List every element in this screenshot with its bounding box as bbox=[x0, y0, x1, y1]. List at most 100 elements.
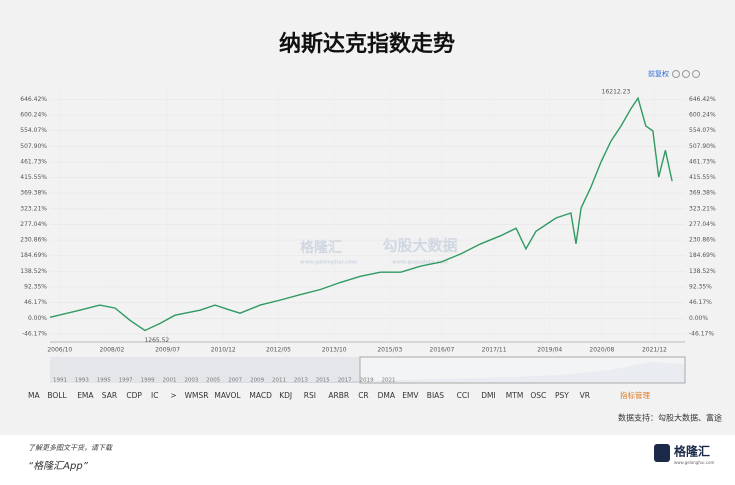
zoom-button[interactable] bbox=[692, 70, 700, 78]
indicator-tab[interactable]: > bbox=[170, 391, 176, 400]
watermark: www.gelonghui.com bbox=[300, 260, 357, 266]
navigator-selection[interactable] bbox=[359, 356, 686, 384]
footer-background bbox=[0, 435, 735, 485]
navigator-year: 2013 bbox=[294, 378, 308, 384]
indicator-tab[interactable]: MACD bbox=[249, 391, 272, 400]
y2-tick-label: 554.07% bbox=[689, 127, 716, 134]
y2-tick-label: 138.52% bbox=[689, 268, 716, 275]
indicator-tab[interactable]: MA bbox=[28, 391, 40, 400]
indicator-tab[interactable]: KDJ bbox=[279, 391, 292, 400]
indicator-manage[interactable]: 指标管理 bbox=[620, 390, 650, 400]
navigator-year: 2003 bbox=[184, 378, 198, 384]
x-tick-label: 2015/03 bbox=[377, 347, 402, 354]
indicator-tab[interactable]: CCI bbox=[457, 391, 470, 400]
y-tick-label: 369.38% bbox=[20, 190, 47, 197]
indicator-tab[interactable]: SAR bbox=[102, 391, 117, 400]
x-tick-label: 2009/07 bbox=[155, 347, 180, 354]
watermark: 勾股大数据 bbox=[382, 237, 457, 255]
indicator-tab[interactable]: PSY bbox=[555, 391, 569, 400]
navigator-year: 1991 bbox=[53, 378, 67, 384]
y-tick-label: 600.24% bbox=[20, 112, 47, 119]
x-tick-label: 2006/10 bbox=[47, 347, 72, 354]
watermark: 格隆汇 bbox=[300, 239, 342, 256]
indicator-tab[interactable]: WMSR bbox=[185, 391, 209, 400]
x-tick-label: 2013/10 bbox=[322, 347, 347, 354]
y2-tick-label: 92.35% bbox=[689, 284, 712, 291]
navigator-year: 1995 bbox=[97, 378, 111, 384]
source: 数据支持：勾股大数据、富途 bbox=[618, 413, 722, 423]
x-tick-label: 2008/02 bbox=[99, 347, 124, 354]
y2-tick-label: 646.42% bbox=[689, 96, 716, 103]
max-label: 16212.23 bbox=[602, 89, 631, 96]
y2-tick-label: 600.24% bbox=[689, 112, 716, 119]
navigator-year: 2007 bbox=[228, 378, 242, 384]
indicator-tab[interactable]: ARBR bbox=[328, 391, 349, 400]
y2-tick-label: 507.90% bbox=[689, 143, 716, 150]
chart-title: 纳斯达克指数走势 bbox=[279, 31, 455, 57]
y2-tick-label: 277.04% bbox=[689, 221, 716, 228]
line bbox=[49, 96, 673, 332]
x-tick-label: 2012/05 bbox=[266, 347, 291, 354]
x-tick-label: 2010/12 bbox=[211, 347, 236, 354]
navigator-year: 2017 bbox=[338, 378, 352, 384]
indicator-tab[interactable]: RSI bbox=[304, 391, 316, 400]
y2-tick-label: 46.17% bbox=[689, 299, 712, 306]
zoom-button[interactable] bbox=[682, 70, 690, 78]
y-tick-label: 92.35% bbox=[24, 284, 47, 291]
logo-url: www.gelonghui.com bbox=[674, 460, 714, 465]
y-tick-label: 554.07% bbox=[20, 127, 47, 134]
indicator-tab[interactable]: CR bbox=[358, 391, 368, 400]
y2-tick-label: 369.38% bbox=[689, 190, 716, 197]
zoom-button[interactable] bbox=[672, 70, 680, 78]
min-label: 1265.52 bbox=[144, 337, 169, 344]
footer-note: 了解更多图文干货，请下载 bbox=[28, 444, 113, 452]
indicator-tab[interactable]: BOLL bbox=[47, 391, 67, 400]
x-tick-label: 2020/08 bbox=[589, 347, 614, 354]
y2-tick-label: 461.73% bbox=[689, 158, 716, 165]
y-tick-label: 0.00% bbox=[28, 315, 47, 322]
indicator-tab[interactable]: CDP bbox=[126, 391, 142, 400]
y-tick-label: 138.52% bbox=[20, 268, 47, 275]
y2-tick-label: 0.00% bbox=[689, 315, 708, 322]
navigator-year: 2009 bbox=[250, 378, 264, 384]
x-tick-label: 2021/12 bbox=[642, 347, 667, 354]
navigator-year: 2005 bbox=[206, 378, 220, 384]
indicator-tab[interactable]: DMI bbox=[481, 391, 495, 400]
y2-tick-label: 323.21% bbox=[689, 205, 716, 212]
logo: 格隆汇 bbox=[674, 444, 710, 459]
watermark: www.gogudata.com bbox=[392, 260, 448, 266]
indicator-tab[interactable]: EMA bbox=[77, 391, 94, 400]
y-tick-label: 230.86% bbox=[20, 237, 47, 244]
y-tick-label: 507.90% bbox=[20, 143, 47, 150]
x-tick-label: 2016/07 bbox=[430, 347, 455, 354]
logo-icon bbox=[654, 444, 670, 462]
navigator-year: 2015 bbox=[316, 378, 330, 384]
y-tick-label: -46.17% bbox=[22, 330, 47, 337]
x-tick-label: 2019/04 bbox=[537, 347, 562, 354]
indicator-tab[interactable]: BIAS bbox=[427, 391, 444, 400]
y-tick-label: 415.55% bbox=[20, 174, 47, 181]
y2-tick-label: 230.86% bbox=[689, 237, 716, 244]
y2-tick-label: -46.17% bbox=[689, 330, 714, 337]
indicator-tab[interactable]: MTM bbox=[506, 391, 524, 400]
indicator-tab[interactable]: EMV bbox=[402, 391, 419, 400]
y2-tick-label: 415.55% bbox=[689, 174, 716, 181]
navigator-year: 2011 bbox=[272, 378, 286, 384]
indicator-tab[interactable]: MAVOL bbox=[214, 391, 241, 400]
indicator-tab[interactable]: DMA bbox=[378, 391, 396, 400]
y-tick-label: 323.21% bbox=[20, 205, 47, 212]
navigator-year: 1997 bbox=[119, 378, 133, 384]
navigator-year: 2001 bbox=[163, 378, 177, 384]
indicator-tab[interactable]: IC bbox=[151, 391, 158, 400]
indicator-tab[interactable]: VR bbox=[580, 391, 590, 400]
indicator-tab[interactable]: OSC bbox=[530, 391, 546, 400]
navigator-year: 1999 bbox=[141, 378, 155, 384]
price-mode-button[interactable]: 前复权 bbox=[648, 69, 669, 78]
y-tick-label: 46.17% bbox=[24, 299, 47, 306]
y2-tick-label: 184.69% bbox=[689, 252, 716, 259]
y-tick-label: 461.73% bbox=[20, 158, 47, 165]
footer-app: “格隆汇App” bbox=[28, 460, 89, 472]
x-tick-label: 2017/11 bbox=[482, 347, 507, 354]
navigator-year: 2021 bbox=[382, 378, 396, 384]
